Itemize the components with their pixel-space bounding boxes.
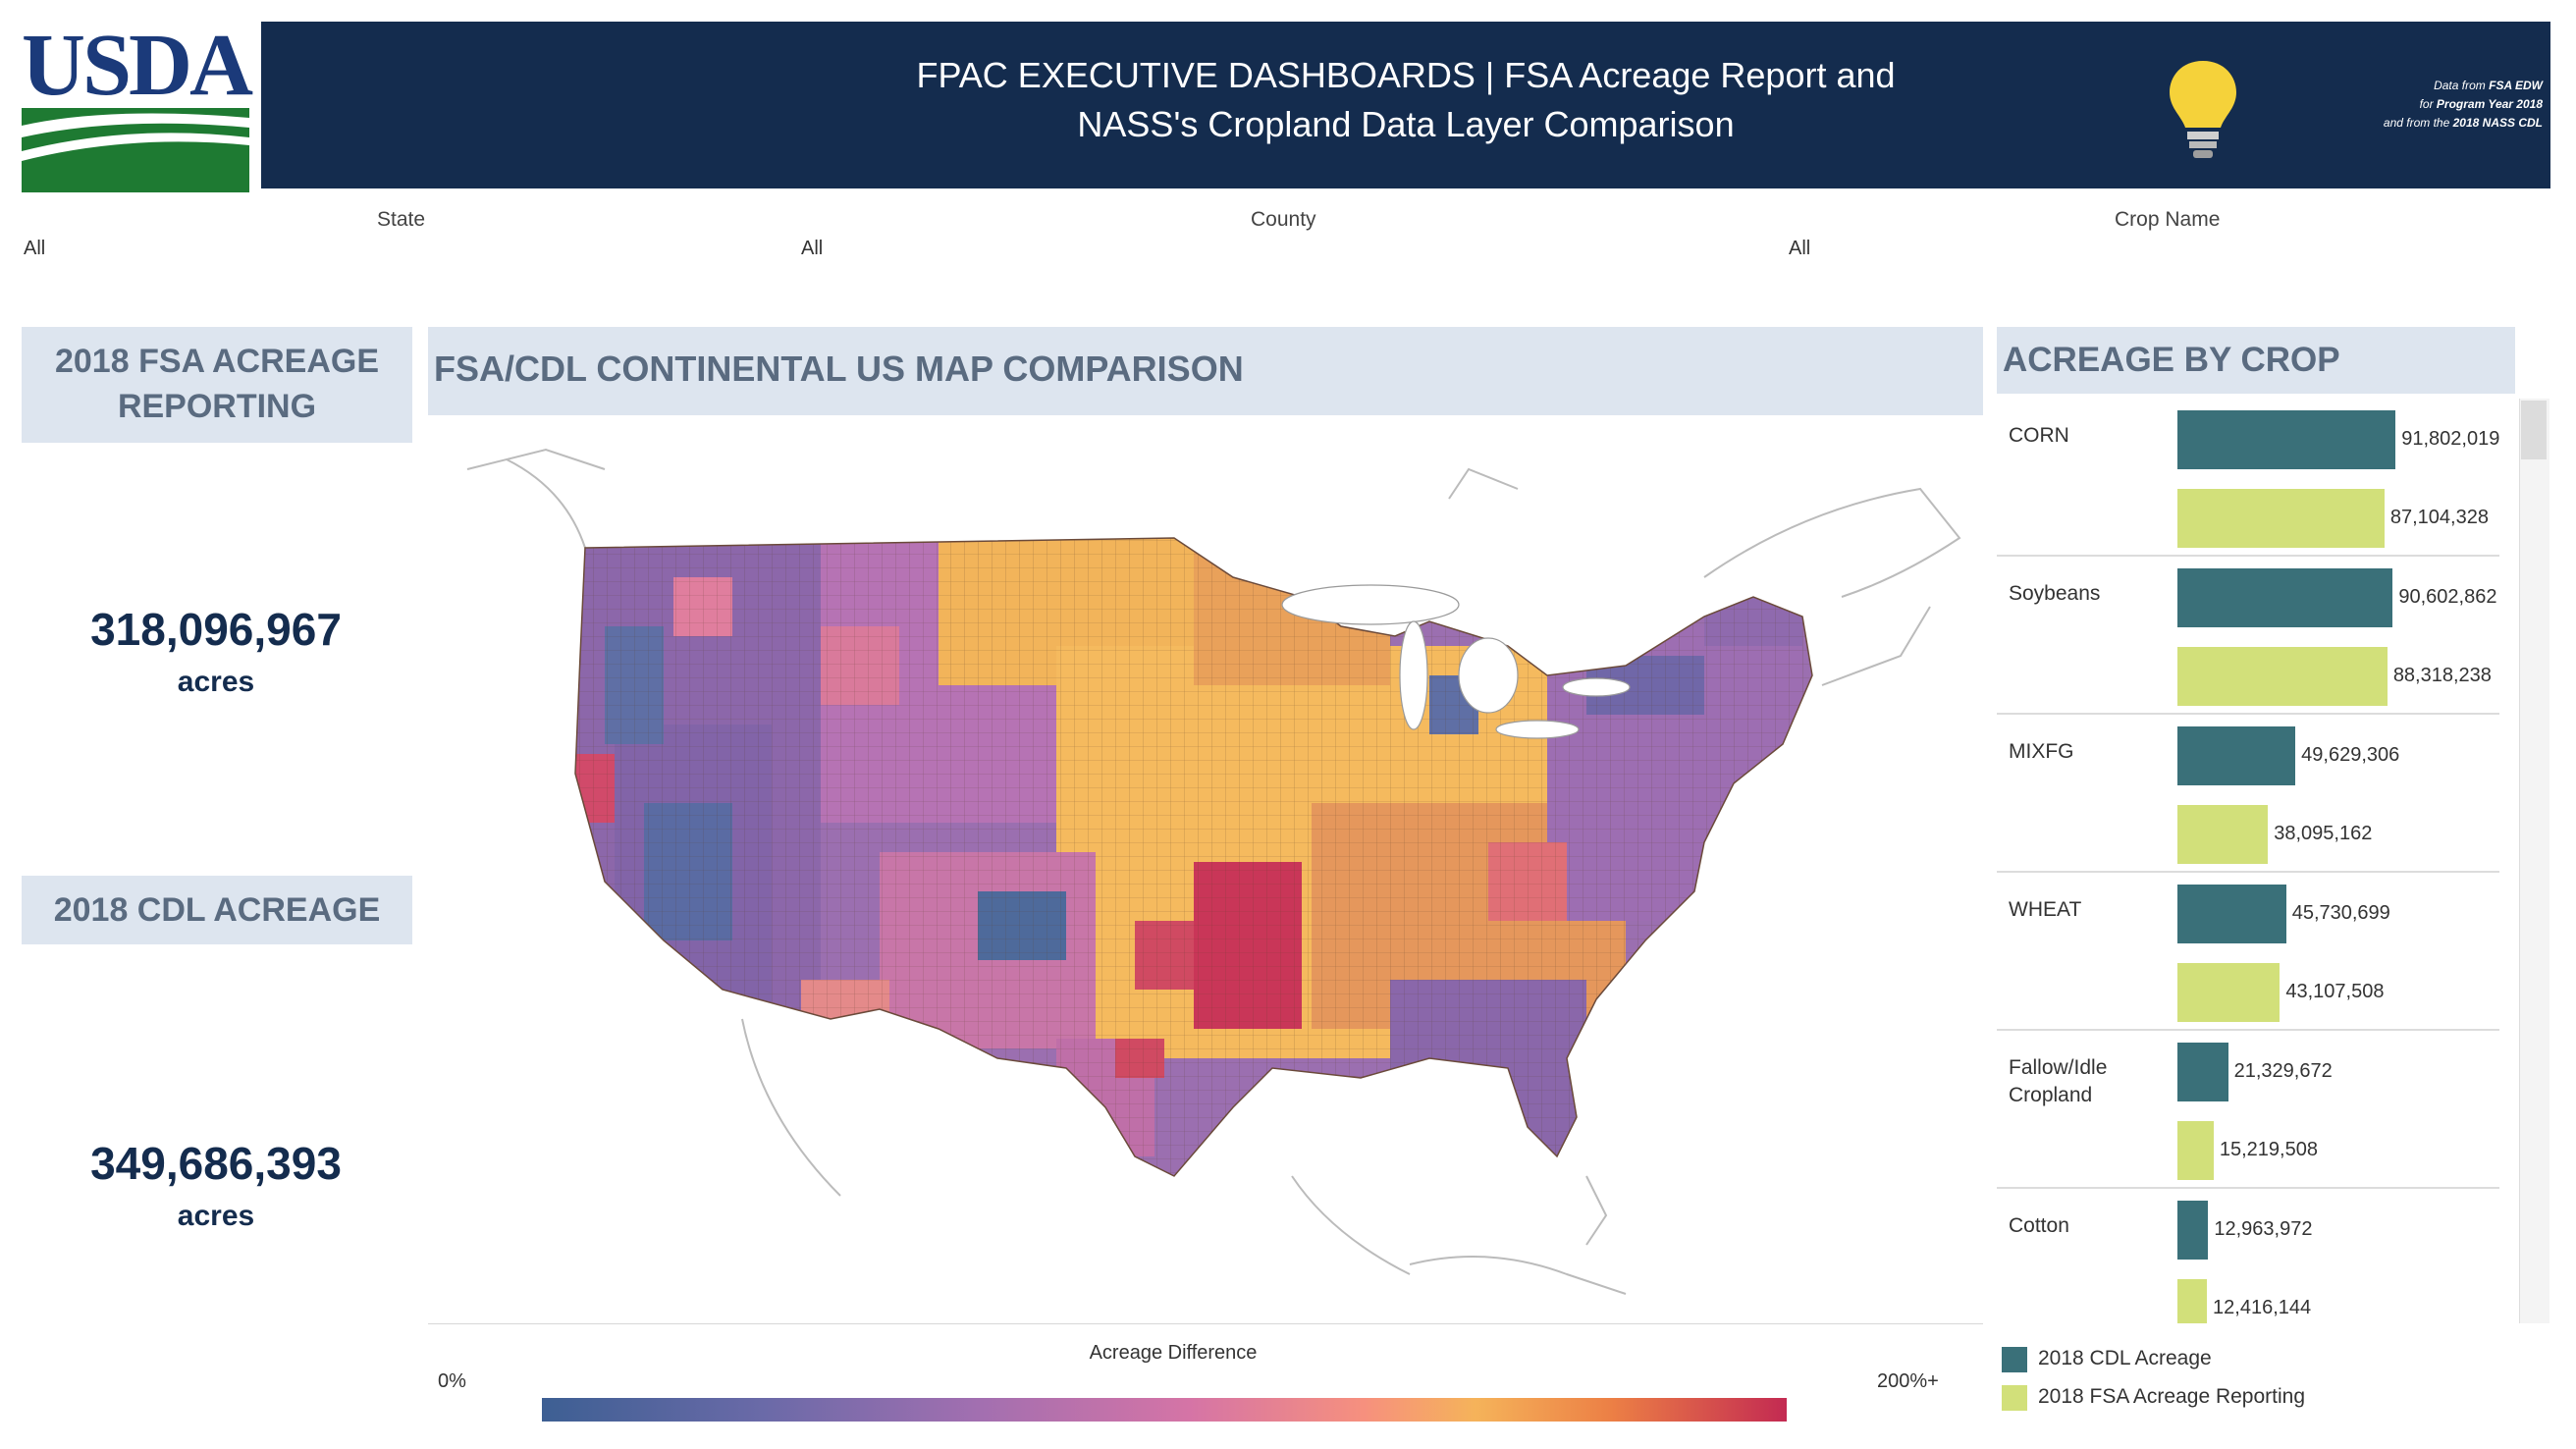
fsa-kpi-value: 318,096,967 xyxy=(90,604,342,655)
acreage-by-crop-chart[interactable]: CORN 91,802,019 87,104,328 Soybeans 90,602,8… xyxy=(1997,399,2515,1323)
crop-category-label: CORN xyxy=(2009,424,2069,447)
cdl-value-label: 91,802,019 xyxy=(2401,428,2500,450)
cdl-kpi-value: 349,686,393 xyxy=(90,1138,342,1189)
fsa-value-label: 88,318,238 xyxy=(2392,665,2492,686)
coastline-outlines xyxy=(466,448,1961,1295)
state-filter-dropdown[interactable]: All xyxy=(24,238,46,259)
cdl-acreage-bar[interactable] xyxy=(2177,568,2393,627)
cdl-acreage-bar[interactable] xyxy=(2177,726,2296,785)
fsa-kpi-header: 2018 FSA ACREAGE REPORTING xyxy=(22,327,412,443)
fsa-acreage-bar[interactable] xyxy=(2177,489,2385,548)
lightbulb-icon[interactable] xyxy=(2166,57,2240,165)
cdl-acreage-bar[interactable] xyxy=(2177,885,2286,943)
cdl-value-label: 90,602,862 xyxy=(2398,586,2497,608)
county-filter-dropdown[interactable]: All xyxy=(801,238,824,259)
crop-row-separator xyxy=(1997,1029,2499,1031)
fsa-value-label: 12,416,144 xyxy=(2213,1297,2312,1318)
cdl-kpi-header: 2018 CDL ACREAGE xyxy=(22,876,412,944)
fsa-legend-label: 2018 FSA Acreage Reporting xyxy=(2038,1385,2306,1408)
fsa-legend-swatch xyxy=(2002,1385,2027,1411)
crop-panel-scrollbar[interactable] xyxy=(2519,399,2549,1323)
legend-max-label: 200%+ xyxy=(1877,1370,1939,1392)
us-county-map[interactable] xyxy=(428,430,1983,1324)
logo-text: USDA xyxy=(22,17,253,114)
cdl-acreage-bar[interactable] xyxy=(2177,410,2396,469)
county-filter-label: County xyxy=(1251,208,1316,231)
crop-category-label: Cotton xyxy=(2009,1214,2069,1237)
header-banner xyxy=(261,22,2550,188)
fsa-acreage-bar[interactable] xyxy=(2177,1279,2208,1323)
title-line-1: FPAC EXECUTIVE DASHBOARDS | FSA Acreage … xyxy=(916,55,1896,95)
cdl-value-label: 49,629,306 xyxy=(2301,744,2400,766)
crop-panel-title: ACREAGE BY CROP xyxy=(2003,341,2340,379)
crop-row-separator xyxy=(1997,713,2499,715)
map-header xyxy=(428,327,1983,415)
crop-category-label: Fallow/Idle Cropland xyxy=(2009,1056,2108,1106)
crop-filter-dropdown[interactable]: All xyxy=(1789,238,1811,259)
dashboard-title: FPAC EXECUTIVE DASHBOARDS | FSA Acreage … xyxy=(726,51,2085,149)
fsa-acreage-bar[interactable] xyxy=(2177,647,2388,706)
title-line-2: NASS's Cropland Data Layer Comparison xyxy=(1077,104,1735,144)
crop-category-label: Soybeans xyxy=(2009,582,2101,605)
crop-filter-label: Crop Name xyxy=(2115,208,2221,231)
fsa-kpi-unit: acres xyxy=(177,666,255,698)
logo-fields-icon xyxy=(22,108,249,192)
us-map-svg[interactable] xyxy=(428,430,1983,1323)
fsa-value-label: 43,107,508 xyxy=(2285,981,2385,1002)
state-filter-label: State xyxy=(377,208,426,231)
usda-logo: USDA xyxy=(18,17,253,192)
legend-title: Acreage Difference xyxy=(1089,1342,1258,1364)
source-note: Data from FSA EDW for Program Year 2018 … xyxy=(2383,79,2543,130)
crop-category-label: WHEAT xyxy=(2009,898,2082,921)
crop-row-separator xyxy=(1997,1187,2499,1189)
crop-row-separator xyxy=(1997,555,2499,557)
color-gradient-legend xyxy=(542,1398,1787,1422)
scrollbar-thumb[interactable] xyxy=(2521,401,2547,459)
cdl-legend-label: 2018 CDL Acreage xyxy=(2038,1347,2212,1369)
fsa-acreage-bar[interactable] xyxy=(2177,963,2281,1022)
fsa-value-label: 38,095,162 xyxy=(2274,823,2373,844)
cdl-value-label: 45,730,699 xyxy=(2291,902,2390,924)
legend-min-label: 0% xyxy=(438,1370,466,1392)
county-choropleth[interactable] xyxy=(565,528,1842,1215)
crop-panel-header xyxy=(1997,327,2515,394)
crop-category-label: MIXFG xyxy=(2009,740,2074,763)
cdl-acreage-bar[interactable] xyxy=(2177,1043,2228,1101)
cdl-value-label: 12,963,972 xyxy=(2214,1218,2313,1240)
fsa-value-label: 15,219,508 xyxy=(2219,1139,2318,1160)
map-title: FSA/CDL CONTINENTAL US MAP COMPARISON xyxy=(434,349,1244,389)
fsa-value-label: 87,104,328 xyxy=(2389,507,2489,528)
crop-row-separator xyxy=(1997,871,2499,873)
cdl-legend-swatch xyxy=(2002,1347,2027,1372)
cdl-acreage-bar[interactable] xyxy=(2177,1201,2209,1260)
cdl-kpi-unit: acres xyxy=(177,1200,255,1232)
fsa-acreage-bar[interactable] xyxy=(2177,805,2269,864)
fsa-acreage-bar[interactable] xyxy=(2177,1121,2214,1180)
us-outline xyxy=(574,537,1813,1177)
cdl-value-label: 21,329,672 xyxy=(2233,1060,2333,1082)
great-lakes xyxy=(1281,584,1631,739)
